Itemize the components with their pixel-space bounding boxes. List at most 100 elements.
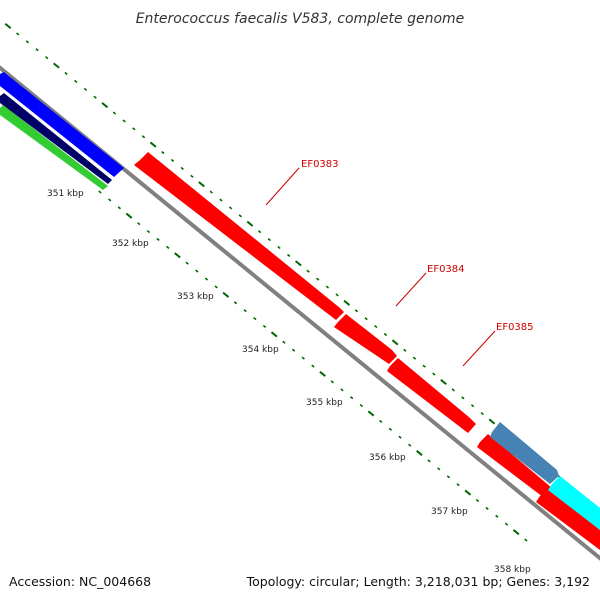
minor-tick xyxy=(330,380,334,384)
gene-ef0385 xyxy=(387,358,476,433)
minor-tick xyxy=(141,135,146,139)
gene-label: EF0384 xyxy=(427,264,465,275)
tick-label: 352 kbp xyxy=(112,239,149,249)
gene-label: EF0385 xyxy=(496,322,534,333)
minor-tick xyxy=(219,198,223,202)
accession-text: Accession: NC_004668 xyxy=(9,574,151,589)
minor-tick xyxy=(209,190,213,194)
major-tick xyxy=(488,418,496,425)
tick-labels: 351 kbp 352 kbp 353 kbp 354 kbp 355 kbp 356 k… xyxy=(47,189,531,575)
major-tick xyxy=(440,378,447,385)
major-tick xyxy=(367,410,375,417)
inner-tick-track xyxy=(98,190,528,542)
minor-tick xyxy=(122,119,126,123)
tick-label: 356 kbp xyxy=(369,453,406,463)
genome-summary-text: Topology: circular; Length: 3,218,031 bp… xyxy=(246,574,590,589)
tick-label: 351 kbp xyxy=(47,189,84,199)
minor-tick xyxy=(112,111,117,115)
minor-tick xyxy=(137,222,141,226)
minor-tick xyxy=(388,427,393,431)
minor-tick xyxy=(403,348,407,352)
major-tick xyxy=(149,141,157,148)
minor-tick xyxy=(408,443,412,447)
minor-tick xyxy=(190,174,194,178)
gene-label-leader xyxy=(395,272,427,307)
minor-tick xyxy=(291,348,296,352)
minor-tick xyxy=(98,190,102,194)
major-tick xyxy=(512,529,520,536)
minor-tick xyxy=(35,48,39,52)
minor-tick xyxy=(311,364,315,368)
outer-tick-track xyxy=(4,23,581,495)
gene-label-leader xyxy=(462,330,496,367)
minor-tick xyxy=(93,95,97,99)
major-tick xyxy=(125,212,133,219)
major-tick xyxy=(319,370,326,377)
gene-steelblue xyxy=(490,422,559,484)
minor-tick xyxy=(306,269,310,273)
gene-red-5 xyxy=(536,488,600,550)
minor-tick xyxy=(451,388,455,392)
minor-tick xyxy=(485,506,489,510)
major-tick xyxy=(270,331,278,338)
minor-tick xyxy=(359,404,363,408)
major-tick xyxy=(464,489,472,496)
minor-tick xyxy=(325,285,330,289)
minor-tick xyxy=(456,483,460,487)
minor-tick xyxy=(146,229,151,234)
minor-tick xyxy=(287,253,291,257)
minor-tick xyxy=(204,277,209,281)
tick-label: 355 kbp xyxy=(306,398,343,408)
minor-tick xyxy=(156,237,160,242)
minor-tick xyxy=(132,127,136,131)
minor-tick xyxy=(524,538,528,542)
minor-tick xyxy=(480,412,484,416)
minor-tick xyxy=(170,158,175,163)
gene-label-leader xyxy=(265,167,300,206)
minor-tick xyxy=(495,514,499,518)
minor-tick xyxy=(262,324,267,329)
minor-tick xyxy=(238,214,242,218)
minor-tick xyxy=(161,150,165,155)
minor-tick xyxy=(340,388,344,392)
minor-tick xyxy=(461,396,465,400)
minor-tick xyxy=(374,325,378,329)
gene-navy-left xyxy=(0,93,112,184)
minor-tick xyxy=(282,340,286,344)
gene-ef0384 xyxy=(334,314,397,364)
major-tick xyxy=(343,299,351,306)
minor-tick xyxy=(16,32,20,36)
major-tick xyxy=(4,23,12,29)
major-tick xyxy=(391,339,399,346)
minor-tick xyxy=(214,285,218,289)
minor-tick xyxy=(504,522,509,526)
minor-tick xyxy=(180,166,184,170)
minor-tick xyxy=(45,56,49,60)
minor-tick xyxy=(412,356,417,360)
minor-tick xyxy=(470,404,475,408)
major-tick xyxy=(101,102,109,109)
map-title: Enterococcus faecalis V583, complete gen… xyxy=(136,11,465,27)
minor-tick xyxy=(277,245,281,250)
minor-tick xyxy=(316,277,320,281)
minor-tick xyxy=(267,238,271,242)
minor-tick xyxy=(195,269,199,273)
minor-tick xyxy=(243,309,247,313)
major-tick xyxy=(416,450,423,457)
major-tick xyxy=(222,291,230,298)
gene-green-left xyxy=(0,105,108,190)
minor-tick xyxy=(354,309,359,313)
minor-tick xyxy=(422,364,426,368)
gene-blue-left xyxy=(0,77,124,177)
minor-tick xyxy=(398,435,402,439)
minor-tick xyxy=(166,245,170,249)
tick-label: 358 kbp xyxy=(494,565,531,575)
tick-label: 353 kbp xyxy=(177,292,214,302)
minor-tick xyxy=(364,317,368,321)
gene-red-4 xyxy=(477,434,555,500)
minor-tick xyxy=(379,419,383,423)
genome-backbone xyxy=(0,65,600,561)
minor-tick xyxy=(349,396,354,400)
tick-label: 357 kbp xyxy=(431,507,468,517)
